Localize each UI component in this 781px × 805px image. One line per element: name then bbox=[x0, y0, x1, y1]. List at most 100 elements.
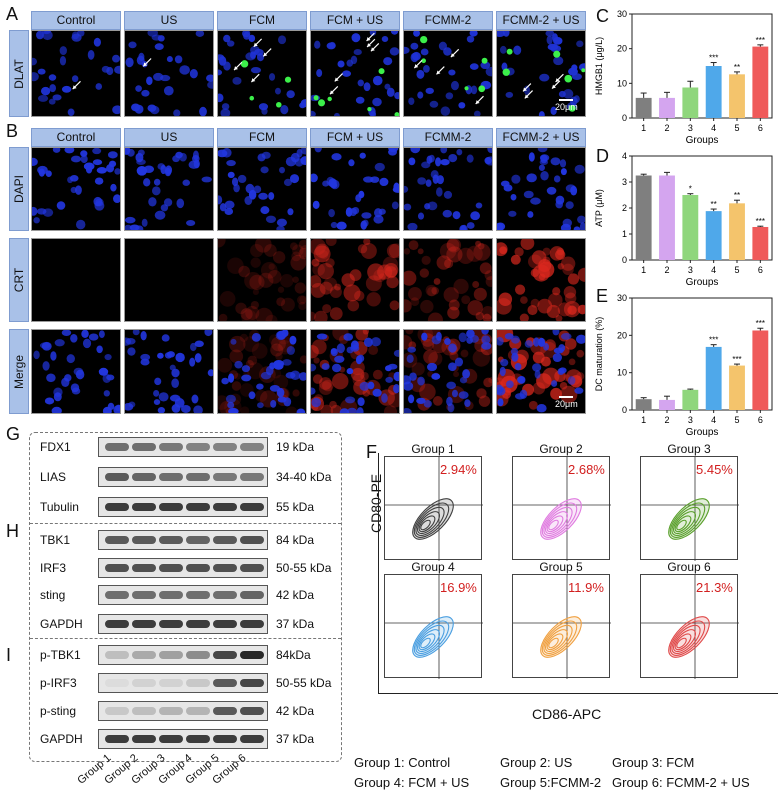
blot-protein-label: GAPDH bbox=[40, 617, 83, 631]
blot-lane bbox=[186, 620, 210, 628]
row-label-dlat: DLAT bbox=[9, 30, 29, 117]
blot-lane bbox=[105, 591, 129, 599]
flow-x-axis-label: CD86-APC bbox=[532, 706, 602, 722]
x-tick-label: 6 bbox=[758, 265, 763, 275]
flow-percent-3: 5.45% bbox=[696, 462, 733, 477]
blot-lane bbox=[105, 679, 129, 687]
x-axis-label: Groups bbox=[686, 427, 719, 438]
dlat-header-4: FCM + US bbox=[310, 11, 400, 30]
bar bbox=[752, 330, 769, 410]
crt-header-6: FCMM-2 + US bbox=[496, 128, 586, 147]
blot-lane bbox=[240, 536, 264, 544]
blot-lane bbox=[132, 620, 156, 628]
flow-plot-4 bbox=[384, 574, 483, 679]
density-contour bbox=[671, 624, 701, 654]
merge-image-6 bbox=[496, 329, 586, 414]
y-tick-label: 3 bbox=[622, 177, 627, 187]
bar bbox=[635, 399, 652, 410]
dlat-image-4 bbox=[310, 30, 400, 117]
blot-protein-label: IRF3 bbox=[40, 561, 67, 575]
blot-lane bbox=[159, 679, 183, 687]
blot-lane bbox=[213, 679, 237, 687]
blot-protein-label: Tubulin bbox=[40, 500, 79, 514]
blot-band-strip bbox=[98, 614, 268, 634]
y-tick-label: 20 bbox=[617, 44, 627, 54]
flow-plot-1 bbox=[384, 456, 483, 561]
scale-bar: 20μm bbox=[555, 396, 578, 409]
row-label-dapi: DAPI bbox=[9, 147, 29, 231]
y-axis-label: HMGB1 (μg/L) bbox=[594, 37, 604, 95]
merge-image-1 bbox=[31, 329, 121, 414]
density-contour bbox=[415, 506, 445, 536]
blot-lane bbox=[132, 564, 156, 572]
x-tick-label: 5 bbox=[734, 415, 739, 425]
x-tick-label: 1 bbox=[641, 265, 646, 275]
y-tick-label: 30 bbox=[617, 293, 627, 303]
blot-lane bbox=[105, 651, 129, 659]
x-tick-label: 2 bbox=[664, 265, 669, 275]
blot-lane bbox=[240, 651, 264, 659]
blot-kda-label: 50-55 kDa bbox=[276, 676, 332, 690]
density-contour bbox=[673, 511, 696, 535]
blot-band-strip bbox=[98, 530, 268, 550]
crt-header-1: Control bbox=[31, 128, 121, 147]
blot-lane bbox=[105, 620, 129, 628]
flow-plot-3 bbox=[640, 456, 739, 561]
crt-image-4 bbox=[310, 238, 400, 322]
x-tick-label: 5 bbox=[734, 265, 739, 275]
flow-x-axis bbox=[378, 693, 778, 694]
blot-lane bbox=[105, 473, 129, 481]
significance-label: *** bbox=[756, 36, 765, 45]
x-tick-label: 2 bbox=[664, 123, 669, 133]
blot-lane bbox=[213, 651, 237, 659]
flow-percent-1: 2.94% bbox=[440, 462, 477, 477]
divider bbox=[30, 638, 341, 639]
flow-y-axis-label: CD80-PE bbox=[368, 473, 384, 533]
blot-lane bbox=[186, 564, 210, 572]
flow-title-6: Group 6 bbox=[667, 560, 711, 574]
dlat-image-6 bbox=[496, 30, 586, 117]
density-contour bbox=[543, 624, 573, 654]
panel-label-d: D bbox=[596, 146, 609, 166]
plot-frame bbox=[631, 155, 773, 261]
legend-item: Group 6: FCMM-2 + US bbox=[612, 775, 750, 790]
x-tick-label: 4 bbox=[711, 415, 716, 425]
dapi-image-1 bbox=[31, 147, 121, 231]
plot-frame bbox=[631, 297, 773, 411]
blot-band-strip bbox=[98, 673, 268, 693]
dlat-image-2 bbox=[124, 30, 214, 117]
flow-percent-5: 11.9% bbox=[568, 580, 604, 595]
blot-lane bbox=[132, 651, 156, 659]
flow-title-3: Group 3 bbox=[667, 442, 711, 456]
density-contour bbox=[415, 624, 445, 654]
flow-title-1: Group 1 bbox=[411, 442, 455, 456]
blot-kda-label: 42 kDa bbox=[276, 588, 315, 602]
y-tick-label: 0 bbox=[622, 255, 627, 265]
significance-label: *** bbox=[709, 54, 718, 63]
blot-protein-label: TBK1 bbox=[40, 533, 71, 547]
y-tick-label: 10 bbox=[617, 368, 627, 378]
dlat-header-2: US bbox=[124, 11, 214, 30]
legend-item: Group 1: Control bbox=[354, 755, 451, 770]
flow-percent-2: 2.68% bbox=[568, 462, 605, 477]
blot-lane bbox=[240, 591, 264, 599]
x-tick-label: 6 bbox=[758, 123, 763, 133]
blot-band-strip bbox=[98, 558, 268, 578]
crt-image-6 bbox=[496, 238, 586, 322]
bar bbox=[659, 175, 675, 260]
blot-protein-label: p-TBK1 bbox=[40, 648, 81, 662]
blot-protein-label: p-IRF3 bbox=[40, 676, 77, 690]
bar bbox=[682, 195, 699, 260]
blot-lane bbox=[132, 679, 156, 687]
merge-image-4 bbox=[310, 329, 400, 414]
y-tick-label: 30 bbox=[617, 9, 627, 19]
dapi-image-3 bbox=[217, 147, 307, 231]
blot-lane bbox=[213, 620, 237, 628]
flow-title-4: Group 4 bbox=[411, 560, 455, 574]
legend-item: Group 4: FCM + US bbox=[354, 775, 470, 790]
blot-protein-label: LIAS bbox=[40, 470, 67, 484]
dc-maturation-chart: 0 10 20 30 1 2 3 *** 4 *** 5 *** 6 Groups DC maturatio… bbox=[594, 293, 773, 438]
crt-image-2 bbox=[124, 238, 214, 322]
blot-protein-label: p-sting bbox=[40, 704, 77, 718]
y-tick-label: 4 bbox=[622, 151, 627, 161]
